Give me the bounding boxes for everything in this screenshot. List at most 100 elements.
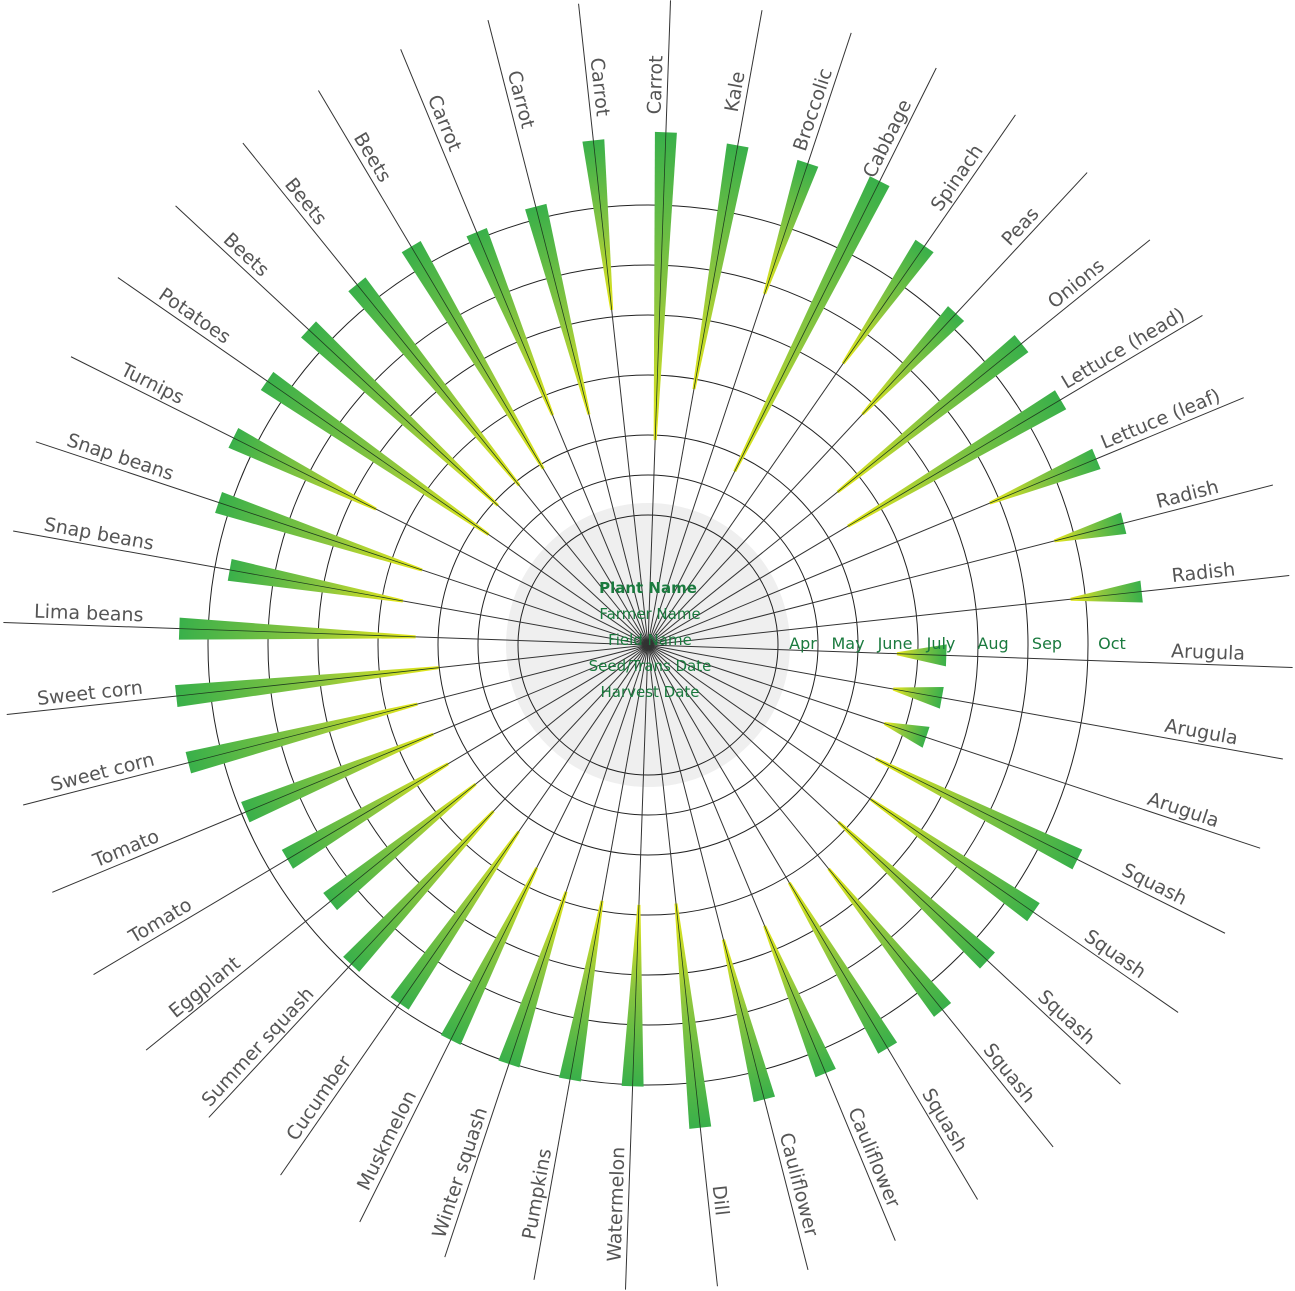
season-bar xyxy=(1054,512,1127,543)
plant-label: Winter squash xyxy=(428,1105,492,1241)
season-bar-axis xyxy=(569,900,603,1080)
plant-spoke xyxy=(578,3,649,646)
season-bar-axis xyxy=(218,502,423,571)
season-bar xyxy=(525,203,591,415)
season-bar xyxy=(185,702,418,774)
season-bar xyxy=(260,371,490,536)
plant-label: Squash xyxy=(1080,925,1150,983)
season-bar-axis xyxy=(176,667,439,697)
month-labels: Apr May June July Aug Sep Oct xyxy=(789,634,1126,653)
season-bar xyxy=(721,939,776,1103)
season-bar-axis xyxy=(788,882,888,1049)
plant-label: Squash xyxy=(917,1085,972,1156)
month-ring xyxy=(267,264,1029,1026)
plant-spoke xyxy=(647,644,1261,849)
plant-label: Squash xyxy=(1118,859,1190,910)
plant-label: Spinach xyxy=(927,141,988,216)
season-bar-axis xyxy=(875,758,1078,860)
season-bar xyxy=(281,762,449,869)
center-legend: Plant Name Farmer Name Field Name Seed/T… xyxy=(589,579,712,701)
plant-label: Broccolic xyxy=(789,66,837,154)
season-bar-axis xyxy=(592,140,613,311)
plant-label: Sweet corn xyxy=(48,748,156,796)
plant-label: Kale xyxy=(721,70,750,114)
season-bar xyxy=(989,448,1101,505)
month-label: Oct xyxy=(1098,634,1126,653)
plant-label: Beets xyxy=(219,229,273,282)
season-bar-axis xyxy=(188,703,418,764)
season-bar-axis xyxy=(356,284,520,486)
season-bar xyxy=(763,925,836,1078)
season-bar-axis xyxy=(508,891,567,1065)
season-bar xyxy=(582,139,614,311)
season-bar-axis xyxy=(896,653,947,656)
plant-label: Carrot xyxy=(423,92,466,155)
plant-label: Arugula xyxy=(1171,640,1246,665)
season-bar-axis xyxy=(893,688,942,699)
season-bar xyxy=(841,239,934,365)
plant-label: Lima beans xyxy=(34,601,144,627)
season-bars xyxy=(175,131,1143,1129)
season-bar xyxy=(653,131,677,441)
season-bar xyxy=(215,492,423,572)
season-bar xyxy=(896,644,947,667)
plant-spoke xyxy=(647,114,1016,646)
season-bar-axis xyxy=(1070,591,1142,600)
season-bar xyxy=(401,240,545,470)
month-rings xyxy=(207,204,1089,1086)
season-bar-axis xyxy=(764,925,827,1074)
legend-seed-date: Seed/Trans Date xyxy=(589,657,712,675)
plant-label: Turnips xyxy=(116,359,187,409)
season-bar-axis xyxy=(837,343,1022,493)
season-bar-axis xyxy=(847,399,1061,527)
legend-plant-name: Plant Name xyxy=(599,579,697,597)
month-ring xyxy=(477,474,819,816)
month-ring xyxy=(517,514,779,776)
plant-label: Eggplant xyxy=(165,952,245,1022)
season-bar-axis xyxy=(654,132,667,441)
season-bar-axis xyxy=(329,783,476,902)
month-ring xyxy=(207,204,1089,1086)
legend-farmer-name: Farmer Name xyxy=(599,605,700,623)
season-bar-axis xyxy=(476,232,553,416)
month-label: May xyxy=(831,634,864,653)
month-label: June xyxy=(877,634,913,653)
season-bar-axis xyxy=(884,723,927,738)
plant-label: Snap beans xyxy=(42,514,155,555)
month-label: Aug xyxy=(977,634,1008,653)
season-bar xyxy=(390,830,520,1010)
plant-label: Watermelon xyxy=(603,1146,629,1262)
plant-label: Lettuce (head) xyxy=(1058,304,1189,394)
season-bar xyxy=(674,903,712,1129)
legend-harvest-date: Harvest Date xyxy=(600,683,699,701)
plant-label: Cauliflower xyxy=(843,1104,904,1211)
plant-label: Cauliflower xyxy=(775,1130,823,1238)
season-bar-axis xyxy=(723,939,765,1100)
plant-spoke xyxy=(647,397,1244,646)
season-bar xyxy=(1070,580,1143,603)
plant-spoke xyxy=(647,484,1273,646)
season-bar-axis xyxy=(1054,522,1124,542)
season-bar-axis xyxy=(535,206,590,415)
season-bar xyxy=(847,390,1067,528)
month-label: July xyxy=(926,634,956,653)
season-bar-axis xyxy=(266,380,489,535)
month-ring xyxy=(377,374,919,916)
plant-label: Squash xyxy=(979,1039,1040,1107)
plant-label: Pumpkins xyxy=(518,1147,556,1241)
season-bar-axis xyxy=(233,437,377,510)
season-bar xyxy=(228,428,377,511)
season-bar xyxy=(692,143,749,390)
season-bar-axis xyxy=(842,245,925,364)
plant-label: Cabbage xyxy=(859,96,916,181)
plant-label: Potatoes xyxy=(155,284,235,349)
season-bar-axis xyxy=(399,831,520,1004)
season-bar xyxy=(440,867,539,1045)
season-bar-axis xyxy=(838,821,988,961)
season-bar xyxy=(621,904,644,1087)
season-bar xyxy=(892,686,944,709)
season-bar xyxy=(883,722,930,748)
legend-field-name: Field Name xyxy=(608,631,692,649)
season-bar xyxy=(559,900,604,1082)
month-label: Sep xyxy=(1032,634,1062,653)
